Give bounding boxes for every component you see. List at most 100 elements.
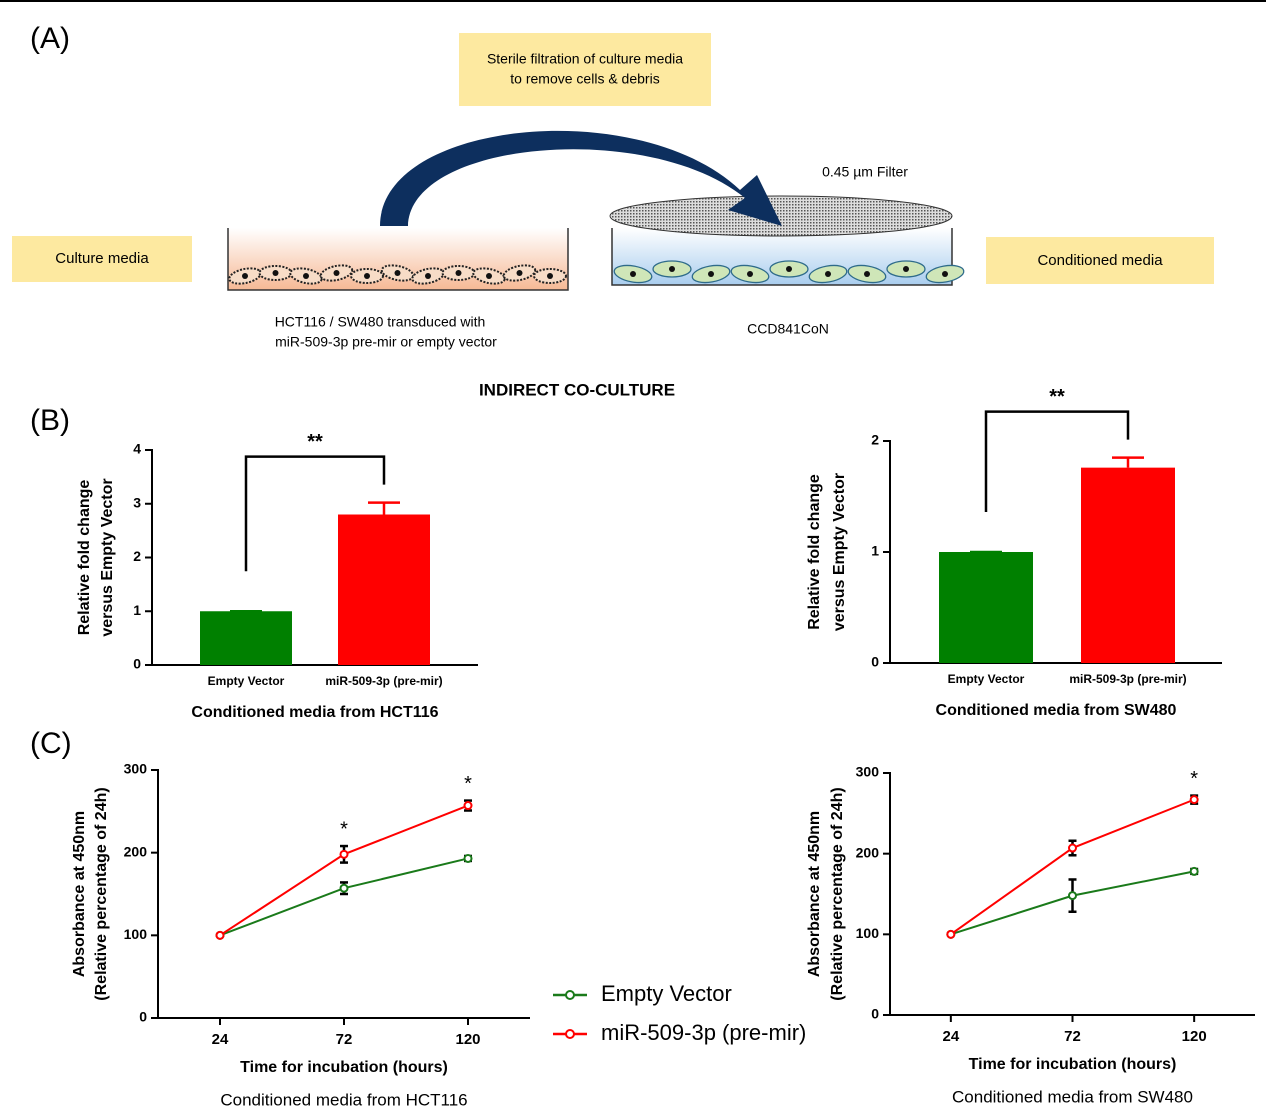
y-tick-label: 1 (871, 543, 879, 559)
panel-label: (C) (30, 727, 72, 760)
y-tick-label: 0 (871, 1006, 879, 1022)
x-tick-label: 72 (1064, 1028, 1081, 1045)
nucleus (903, 266, 909, 272)
nucleus (786, 266, 792, 272)
nucleus (825, 271, 831, 277)
y-axis-label: Absorbance at 450nm (806, 811, 823, 977)
significance-label: ** (1049, 386, 1065, 408)
significance-label: ** (307, 431, 323, 453)
culture-text: Culture media (55, 250, 149, 267)
nucleus (486, 273, 492, 279)
point (1069, 845, 1076, 852)
y-axis-label: (Relative percentage of 24h) (829, 787, 846, 1000)
error-bar (368, 503, 400, 515)
donor-text: miR-509-3p pre-mir or empty vector (275, 334, 497, 350)
bar (200, 611, 292, 665)
significance-label: * (340, 818, 348, 840)
legend-label: Empty Vector (601, 981, 732, 1006)
error-bar (1112, 458, 1144, 468)
bar (338, 515, 430, 666)
x-tick-label: 24 (212, 1031, 229, 1048)
nucleus (425, 273, 431, 279)
nucleus (630, 271, 636, 277)
point (465, 855, 472, 862)
nucleus (456, 270, 462, 276)
diagram-caption: INDIRECT CO-CULTURE (479, 380, 675, 399)
nucleus (273, 270, 279, 276)
recipient-text: CCD841CoN (747, 321, 829, 337)
y-axis-label: versus Empty Vector (99, 478, 116, 636)
nucleus (364, 273, 370, 279)
point (465, 802, 472, 809)
x-axis-label: Conditioned media from SW480 (936, 702, 1177, 719)
y-tick-label: 1 (133, 602, 141, 618)
x-tick-label: 24 (942, 1028, 959, 1045)
y-axis-label: Relative fold change (76, 480, 93, 636)
nucleus (334, 270, 340, 276)
point (341, 885, 348, 892)
nucleus (547, 273, 553, 279)
panel-label: (B) (30, 404, 70, 437)
nucleus (708, 271, 714, 277)
nucleus (242, 273, 248, 279)
y-tick-label: 300 (124, 761, 148, 777)
y-tick-label: 2 (133, 548, 141, 564)
x-axis-label: Time for incubation (hours) (969, 1056, 1177, 1073)
donor-text: HCT116 / SW480 transduced with (275, 314, 486, 330)
filter (610, 196, 952, 236)
nucleus (942, 271, 948, 277)
nucleus (747, 271, 753, 277)
x-tick-label: 120 (455, 1031, 480, 1048)
legend-marker (566, 991, 574, 999)
x-tick-label: 120 (1182, 1028, 1207, 1045)
y-axis-label: Relative fold change (806, 474, 823, 630)
x-tick-label: 72 (336, 1031, 353, 1048)
x-axis-label: Time for incubation (hours) (240, 1059, 448, 1076)
y-axis-label: (Relative percentage of 24h) (93, 787, 110, 1000)
significance-label: * (1190, 768, 1198, 790)
y-tick-label: 0 (871, 654, 879, 670)
y-tick-label: 0 (133, 656, 141, 672)
bar (1081, 468, 1175, 663)
y-tick-label: 100 (124, 926, 148, 942)
x-tick-label: miR-509-3p (pre-mir) (1069, 672, 1186, 686)
x-tick-label: Empty Vector (948, 672, 1025, 686)
legend-label: miR-509-3p (pre-mir) (601, 1020, 806, 1045)
filtration-text: Sterile filtration of culture media (487, 51, 683, 67)
bar (939, 552, 1033, 663)
y-axis-label: Absorbance at 450nm (71, 811, 88, 977)
subtitle: Conditioned media from SW480 (952, 1087, 1193, 1106)
nucleus (395, 270, 401, 276)
y-tick-label: 3 (133, 494, 141, 510)
figure: (A) (B) (C) Sterile filtration of cultur… (0, 0, 1266, 1110)
y-tick-label: 300 (856, 764, 880, 780)
x-tick-label: Empty Vector (208, 674, 285, 688)
legend-marker (566, 1030, 574, 1038)
point (217, 932, 224, 939)
point (1191, 868, 1198, 875)
y-tick-label: 100 (856, 925, 880, 941)
subtitle: Conditioned media from HCT116 (220, 1090, 467, 1109)
y-tick-label: 2 (871, 432, 879, 448)
y-tick-label: 200 (124, 843, 148, 859)
nucleus (864, 271, 870, 277)
filtration-text: to remove cells & debris (510, 71, 659, 87)
conditioned-text: Conditioned media (1037, 252, 1163, 269)
point (1191, 796, 1198, 803)
point (947, 931, 954, 938)
significance-label: * (464, 773, 472, 795)
y-tick-label: 0 (139, 1009, 147, 1025)
series-line (951, 800, 1194, 935)
x-axis-label: Conditioned media from HCT116 (191, 704, 438, 721)
y-tick-label: 4 (133, 441, 141, 457)
filter-text: 0.45 µm Filter (822, 164, 908, 180)
point (1069, 892, 1076, 899)
x-tick-label: miR-509-3p (pre-mir) (325, 674, 442, 688)
point (341, 851, 348, 858)
y-axis-label: versus Empty Vector (831, 473, 848, 631)
nucleus (303, 273, 309, 279)
filtration-box (459, 33, 711, 106)
nucleus (669, 266, 675, 272)
y-tick-label: 200 (856, 844, 880, 860)
nucleus (517, 270, 523, 276)
